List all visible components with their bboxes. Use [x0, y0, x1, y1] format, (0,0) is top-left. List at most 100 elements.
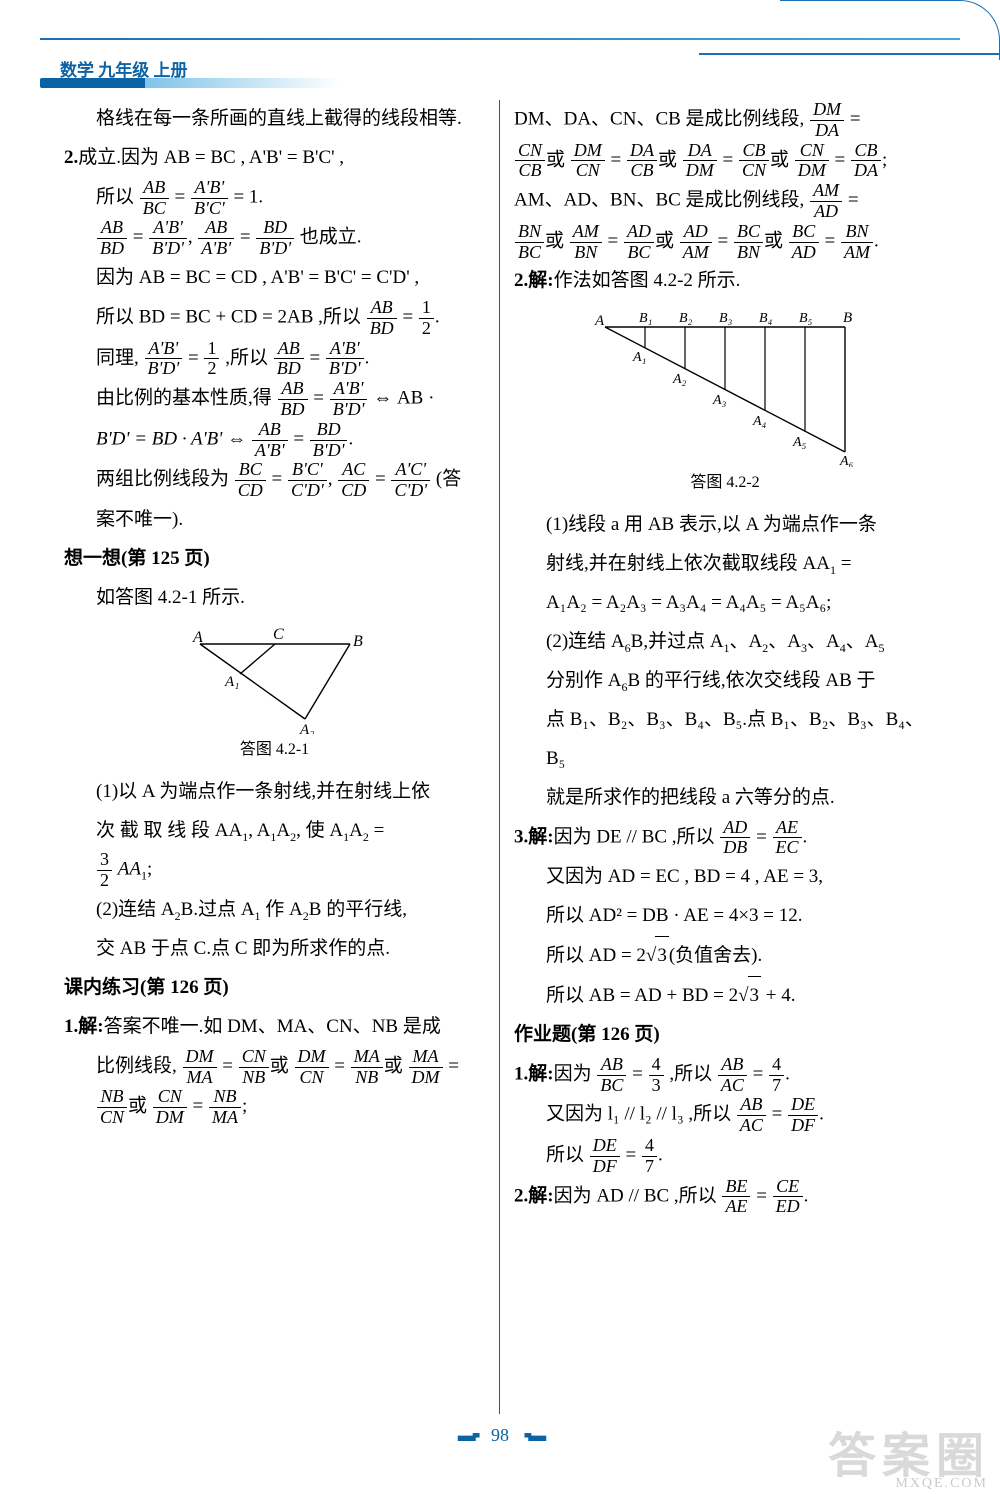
- t: .: [804, 1185, 809, 1206]
- frac: ADBC: [624, 222, 654, 263]
- svg-text:A₆: A₆: [839, 454, 854, 467]
- frac: A'C'C'D': [391, 460, 430, 501]
- t: =: [843, 190, 858, 211]
- svg-text:B: B: [843, 310, 852, 326]
- text: 因为 AB = BC = CD , A'B' = B'C' = C'D' ,: [64, 259, 485, 298]
- frac: A'B'B'D': [145, 339, 183, 380]
- t: 射线,并在射线上依次截取线段 AA: [546, 553, 830, 574]
- t: 、A: [846, 631, 879, 652]
- t: 因为: [554, 1064, 592, 1085]
- text: DM、DA、CN、CB 是成比例线段, DMDA =: [514, 100, 936, 141]
- t: 2.解:: [514, 270, 554, 291]
- t: 所以: [96, 187, 134, 208]
- figure-4-2-1: A C B A₁ A₂ 答图 4.2-1: [64, 624, 485, 767]
- frac: ABBD: [97, 218, 127, 259]
- t: B.过点 A: [181, 899, 255, 920]
- t: .: [435, 307, 440, 328]
- t: .: [658, 1145, 663, 1166]
- frac: 12: [204, 339, 219, 380]
- svg-text:A: A: [192, 629, 203, 646]
- t: .: [874, 230, 879, 251]
- page-number: 98: [491, 1425, 509, 1445]
- figure-caption: 答图 4.2-1: [64, 734, 485, 767]
- svg-text:A₂: A₂: [672, 372, 687, 387]
- t: DM、DA、CN、CB 是成比例线段,: [514, 109, 804, 130]
- text: 比例线段, DMMA = CNNB或 DMCN = MANB或 MADM =: [64, 1047, 485, 1088]
- text: 同理, A'B'B'D' = 12 ,所以 ABBD = A'B'B'D'.: [64, 339, 485, 380]
- text: 格线在每一条所画的直线上截得的线段相等.: [64, 100, 485, 139]
- t: 因为 DE // BC ,所以: [554, 826, 715, 847]
- svg-text:B₂: B₂: [679, 311, 693, 326]
- text: BNBC或 AMBN = ADBC或 ADAM = BCBN或 BCAD = B…: [514, 222, 936, 263]
- frac: NBMA: [209, 1087, 241, 1128]
- t: 、A: [807, 631, 840, 652]
- text: B'D' = BD · A'B' ⇔ ABA'B' = BDB'D'.: [64, 420, 485, 461]
- frac: A'B'B'D': [326, 339, 364, 380]
- frac: DMMA: [183, 1047, 217, 1088]
- dots-icon: ▪▪▬: [524, 1425, 543, 1445]
- watermark-small: MXQE.COM: [895, 1476, 988, 1492]
- main-columns: 格线在每一条所画的直线上截得的线段相等. 2.成立.因为 AB = BC , A…: [50, 100, 950, 1414]
- header-bar: [40, 78, 340, 88]
- dots-icon: ▬▪▪: [458, 1425, 477, 1445]
- t: B 的平行线,依次交线段 AB 于: [627, 670, 875, 691]
- text: 所以 AB = AD + BD = 2√3 + 4.: [514, 976, 936, 1016]
- svg-text:B₁: B₁: [639, 311, 652, 326]
- t: B,并过点 A: [631, 631, 724, 652]
- svg-text:B: B: [353, 633, 363, 650]
- frac: CNDM: [795, 141, 829, 182]
- t: 3.解:: [514, 826, 554, 847]
- frac: B'C'C'D': [288, 460, 327, 501]
- text: (2)连结 A6B,并过点 A1、A2、A3、A4、A5: [514, 623, 936, 662]
- t: 所以: [546, 1145, 584, 1166]
- svg-text:B₃: B₃: [719, 311, 733, 326]
- t: ,所以: [669, 1064, 712, 1085]
- t: 或: [128, 1096, 147, 1117]
- frac: DMDA: [810, 100, 844, 141]
- right-column: DM、DA、CN、CB 是成比例线段, DMDA = CNCB或 DMCN = …: [500, 100, 950, 1414]
- t: 作法如答图 4.2-2 所示.: [554, 270, 741, 291]
- t: 或: [658, 149, 677, 170]
- t: =: [188, 347, 199, 368]
- t: .: [803, 826, 808, 847]
- svg-text:A₁: A₁: [632, 350, 646, 365]
- frac: BDB'D': [310, 420, 348, 461]
- t: 2.解:: [514, 1185, 554, 1206]
- t: .: [819, 1104, 824, 1125]
- t: 或: [545, 230, 564, 251]
- text: 如答图 4.2-1 所示.: [64, 579, 485, 618]
- t: =: [836, 553, 851, 574]
- frac: ACCD: [338, 460, 369, 501]
- frac: ABBD: [367, 298, 397, 339]
- t: 或: [770, 149, 789, 170]
- t: 1.解:: [514, 1064, 554, 1085]
- t: (答: [436, 469, 461, 490]
- frac: AMBN: [570, 222, 602, 263]
- frac: BCCD: [235, 460, 266, 501]
- corner-decoration: [780, 0, 1000, 60]
- subheading: 课内练习(第 126 页): [64, 969, 485, 1008]
- frac: DEDF: [788, 1095, 818, 1136]
- t: B'D' = BD · A'B' ⇔: [96, 428, 246, 449]
- t: AM、AD、BN、BC 是成比例线段,: [514, 190, 804, 211]
- frac: ABAC: [737, 1095, 766, 1136]
- text: 2.解:作法如答图 4.2-2 所示.: [514, 262, 936, 301]
- text: 所以 ABBC = A'B'B'C' = 1.: [64, 178, 485, 219]
- svg-text:A: A: [594, 313, 605, 329]
- svg-text:A₁: A₁: [224, 674, 239, 690]
- frac: CNDM: [153, 1087, 187, 1128]
- text: 3.解:因为 DE // BC ,所以 ADDB = AEEC.: [514, 818, 936, 859]
- left-column: 格线在每一条所画的直线上截得的线段相等. 2.成立.因为 AB = BC , A…: [50, 100, 500, 1414]
- text: CNCB或 DMCN = DACB或 DADM = CBCN或 CNDM = C…: [514, 141, 936, 182]
- frac: ABAC: [718, 1055, 747, 1096]
- frac: 43: [649, 1055, 664, 1096]
- t: , 使 A: [296, 820, 343, 841]
- t: =: [845, 109, 860, 130]
- frac: A'B'B'C': [191, 178, 228, 219]
- t: (负值舍去).: [669, 945, 762, 966]
- frac: DEDF: [590, 1136, 620, 1177]
- text: 所以 AD² = DB · AE = 4×3 = 12.: [514, 897, 936, 936]
- t: 或: [384, 1055, 403, 1076]
- frac: 12: [419, 298, 434, 339]
- frac: BNAM: [841, 222, 873, 263]
